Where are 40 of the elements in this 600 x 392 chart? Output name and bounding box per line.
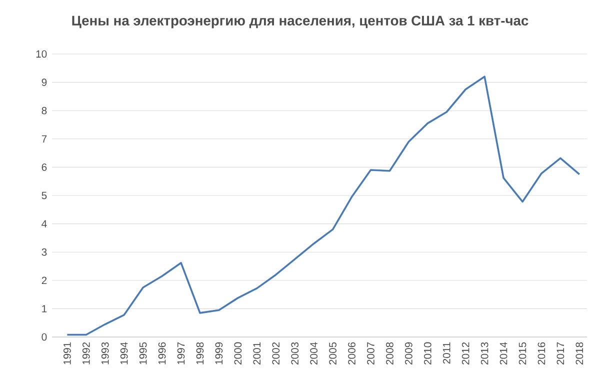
x-tick-label: 2011	[442, 342, 450, 364]
x-tick-label: 2014	[500, 342, 508, 364]
x-tick-label: 1992	[82, 342, 90, 364]
x-tick-label: 2005	[329, 342, 336, 364]
y-tick-label: 1	[42, 305, 47, 312]
y-tick-label: 10	[36, 50, 47, 58]
y-tick-label: 4	[42, 220, 47, 228]
x-tick-label: 1995	[139, 342, 147, 364]
x-tick-label: 2004	[310, 342, 318, 364]
y-tick-label: 7	[42, 135, 47, 142]
x-tick-label: 2012	[462, 342, 470, 364]
x-tick-label: 2000	[234, 342, 242, 364]
x-tick-label: 1991	[64, 342, 71, 364]
x-tick-label: 2006	[348, 342, 356, 364]
x-tick-label: 2018	[576, 342, 584, 364]
x-tick-label: 2013	[480, 342, 488, 364]
x-tick-label: 2003	[291, 342, 299, 364]
x-tick-label: 2007	[367, 342, 374, 364]
y-tick-label: 8	[42, 106, 47, 114]
x-tick-label: 1993	[101, 342, 109, 364]
x-tick-label: 1997	[177, 342, 185, 364]
x-tick-label: 1998	[196, 342, 204, 364]
x-tick-label: 1996	[158, 342, 166, 364]
y-tick-label: 3	[42, 248, 47, 256]
x-tick-label: 2010	[424, 342, 432, 364]
chart-title: Цены на электроэнергию для населения, центов США за 1 квт-час	[72, 16, 528, 28]
y-tick-label: 0	[42, 333, 47, 341]
x-tick-label: 2002	[272, 342, 280, 364]
y-tick-label: 6	[42, 164, 47, 171]
x-tick-label: 2001	[253, 342, 261, 364]
x-tick-label: 2009	[404, 342, 412, 364]
x-tick-label: 2017	[556, 342, 564, 364]
x-tick-label: 2008	[386, 342, 394, 364]
x-tick-label: 2016	[538, 342, 546, 364]
y-tick-label: 9	[42, 78, 47, 86]
x-tick-label: 1999	[215, 342, 223, 364]
x-tick-label: 2015	[518, 342, 526, 364]
y-tick-label: 2	[42, 276, 47, 284]
x-tick-label: 1994	[120, 342, 128, 364]
y-tick-label: 5	[42, 192, 47, 200]
